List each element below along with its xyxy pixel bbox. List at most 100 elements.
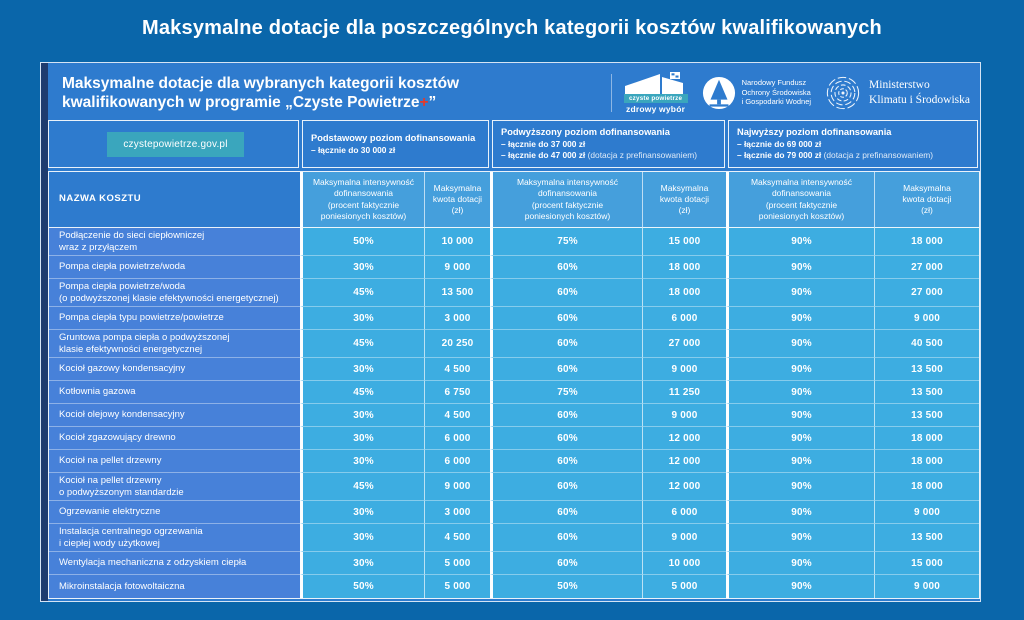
highest-amount-cell: 27 000 [874, 256, 979, 279]
table-row: Kocioł olejowy kondensacyjny 30% 4 500 6… [49, 404, 979, 427]
basic-intensity-cell: 30% [300, 256, 424, 279]
elevated-amount-cell: 9 000 [642, 358, 726, 381]
basic-intensity-cell: 45% [300, 330, 424, 358]
highest-amount-cell: 40 500 [874, 330, 979, 358]
logos: czyste powietrze zdrowy wybór Narodowy F… [623, 71, 970, 114]
page-title: Maksymalne dotacje dla poszczególnych ka… [142, 17, 882, 39]
elevated-intensity-cell: 60% [490, 450, 642, 473]
group-title: Podstawowy poziom dofinansowania [311, 133, 476, 144]
basic-amount-cell: 3 000 [424, 307, 490, 330]
highest-amount-cell: 13 500 [874, 524, 979, 552]
elevated-amount-cell: 5 000 [642, 575, 726, 598]
cost-name-cell: Kocioł olejowy kondensacyjny [49, 404, 300, 427]
subheader-elevated-intensity: Maksymalna intensywność dofinansowania (… [490, 172, 642, 228]
elevated-intensity-cell: 60% [490, 279, 642, 307]
name-column-header: NAZWA KOSZTU [49, 172, 300, 228]
highest-intensity-cell: 90% [726, 307, 874, 330]
grant-limit-line: – łącznie do 30 000 zł [311, 144, 396, 155]
elevated-intensity-cell: 60% [490, 552, 642, 575]
cost-name-cell: Kocioł zgazowujący drewno [49, 427, 300, 450]
table-row: Kocioł na pellet drzewny 30% 6 000 60% 1… [49, 450, 979, 473]
table-row: Wentylacja mechaniczna z odzyskiem ciepł… [49, 552, 979, 575]
basic-intensity-cell: 30% [300, 501, 424, 524]
grants-table: NAZWA KOSZTU Maksymalna intensywność dof… [48, 171, 980, 599]
panel-subtitle: Maksymalne dotacje dla wybranych kategor… [62, 74, 607, 112]
house-icon [624, 71, 683, 94]
basic-intensity-cell: 30% [300, 427, 424, 450]
grant-limit-line: – łącznie do 69 000 zł [737, 138, 822, 149]
cost-name-cell: Kocioł gazowy kondensacyjny [49, 358, 300, 381]
elevated-amount-cell: 11 250 [642, 381, 726, 404]
basic-intensity-cell: 30% [300, 552, 424, 575]
highest-intensity-cell: 90% [726, 552, 874, 575]
header-band: Maksymalne dotacje dla wybranych kategor… [48, 63, 980, 120]
plus-mark: + [419, 93, 429, 111]
ministerstwo-logo: Ministerstwo Klimatu i Środowiska [825, 75, 970, 111]
group-header-elevated: Podwyższony poziom dofinansowania – łącz… [492, 120, 725, 168]
zdrowy-wybor-label: zdrowy wybór [626, 103, 686, 114]
elevated-amount-cell: 18 000 [642, 256, 726, 279]
nfosigw-label: Narodowy Fundusz Ochrony Środowiska i Go… [741, 77, 812, 107]
nfosigw-tree-icon [702, 76, 735, 109]
elevated-amount-cell: 18 000 [642, 279, 726, 307]
highest-intensity-cell: 90% [726, 524, 874, 552]
infographic-panel: Maksymalne dotacje dla wybranych kategor… [40, 62, 981, 602]
table-row: Ogrzewanie elektryczne 30% 3 000 60% 6 0… [49, 501, 979, 524]
highest-intensity-cell: 90% [726, 427, 874, 450]
header-divider [610, 73, 612, 112]
highest-intensity-cell: 90% [726, 473, 874, 501]
highest-intensity-cell: 90% [726, 575, 874, 598]
table-row: Podłączenie do sieci ciepłowniczej wraz … [49, 228, 979, 256]
cost-name-cell: Kocioł na pellet drzewny [49, 450, 300, 473]
highest-amount-cell: 27 000 [874, 279, 979, 307]
elevated-intensity-cell: 60% [490, 330, 642, 358]
elevated-intensity-cell: 50% [490, 575, 642, 598]
highest-intensity-cell: 90% [726, 358, 874, 381]
elevated-amount-cell: 27 000 [642, 330, 726, 358]
elevated-intensity-cell: 60% [490, 524, 642, 552]
group-limits: – łącznie do 69 000 zł – łącznie do 79 00… [737, 139, 969, 162]
table-row: Kocioł na pellet drzewny o podwyższonym … [49, 473, 979, 501]
subheader-highest-intensity: Maksymalna intensywność dofinansowania (… [726, 172, 874, 228]
left-accent-strip [41, 63, 48, 601]
elevated-intensity-cell: 75% [490, 381, 642, 404]
elevated-intensity-cell: 60% [490, 307, 642, 330]
highest-amount-cell: 18 000 [874, 427, 979, 450]
elevated-amount-cell: 12 000 [642, 450, 726, 473]
basic-amount-cell: 4 500 [424, 524, 490, 552]
czyste-powietrze-label: czyste powietrze [623, 93, 688, 103]
elevated-amount-cell: 9 000 [642, 524, 726, 552]
table-row: Instalacja centralnego ogrzewania i ciep… [49, 524, 979, 552]
basic-intensity-cell: 45% [300, 279, 424, 307]
basic-amount-cell: 6 000 [424, 450, 490, 473]
cost-name-cell: Pompa ciepła typu powietrze/powietrze [49, 307, 300, 330]
basic-amount-cell: 6 750 [424, 381, 490, 404]
grant-limit-line: – łącznie do 37 000 zł [501, 138, 586, 149]
cost-name-cell: Ogrzewanie elektryczne [49, 501, 300, 524]
basic-amount-cell: 6 000 [424, 427, 490, 450]
table-row: Pompa ciepła powietrze/woda (o podwyższo… [49, 279, 979, 307]
highest-intensity-cell: 90% [726, 256, 874, 279]
elevated-amount-cell: 12 000 [642, 427, 726, 450]
subtitle-close-quote: ” [428, 93, 437, 111]
basic-amount-cell: 5 000 [424, 575, 490, 598]
highest-amount-cell: 9 000 [874, 307, 979, 330]
highest-amount-cell: 13 500 [874, 404, 979, 427]
basic-intensity-cell: 50% [300, 575, 424, 598]
basic-intensity-cell: 45% [300, 381, 424, 404]
table-body: Podłączenie do sieci ciepłowniczej wraz … [49, 228, 979, 598]
elevated-intensity-cell: 60% [490, 358, 642, 381]
ministerstwo-label: Ministerstwo Klimatu i Środowiska [869, 78, 970, 106]
basic-intensity-cell: 30% [300, 524, 424, 552]
cost-name-cell: Kocioł na pellet drzewny o podwyższonym … [49, 473, 300, 501]
basic-amount-cell: 5 000 [424, 552, 490, 575]
elevated-amount-cell: 9 000 [642, 404, 726, 427]
elevated-intensity-cell: 60% [490, 404, 642, 427]
grant-limit-line: – łącznie do 79 000 zł (dotacja z prefin… [737, 150, 933, 161]
table-row: Pompa ciepła powietrze/woda 30% 9 000 60… [49, 256, 979, 279]
elevated-amount-cell: 6 000 [642, 307, 726, 330]
basic-amount-cell: 9 000 [424, 256, 490, 279]
nfosigw-logo: Narodowy Fundusz Ochrony Środowiska i Go… [702, 76, 811, 110]
elevated-amount-cell: 6 000 [642, 501, 726, 524]
table-row: Kotłownia gazowa 45% 6 750 75% 11 250 90… [49, 381, 979, 404]
